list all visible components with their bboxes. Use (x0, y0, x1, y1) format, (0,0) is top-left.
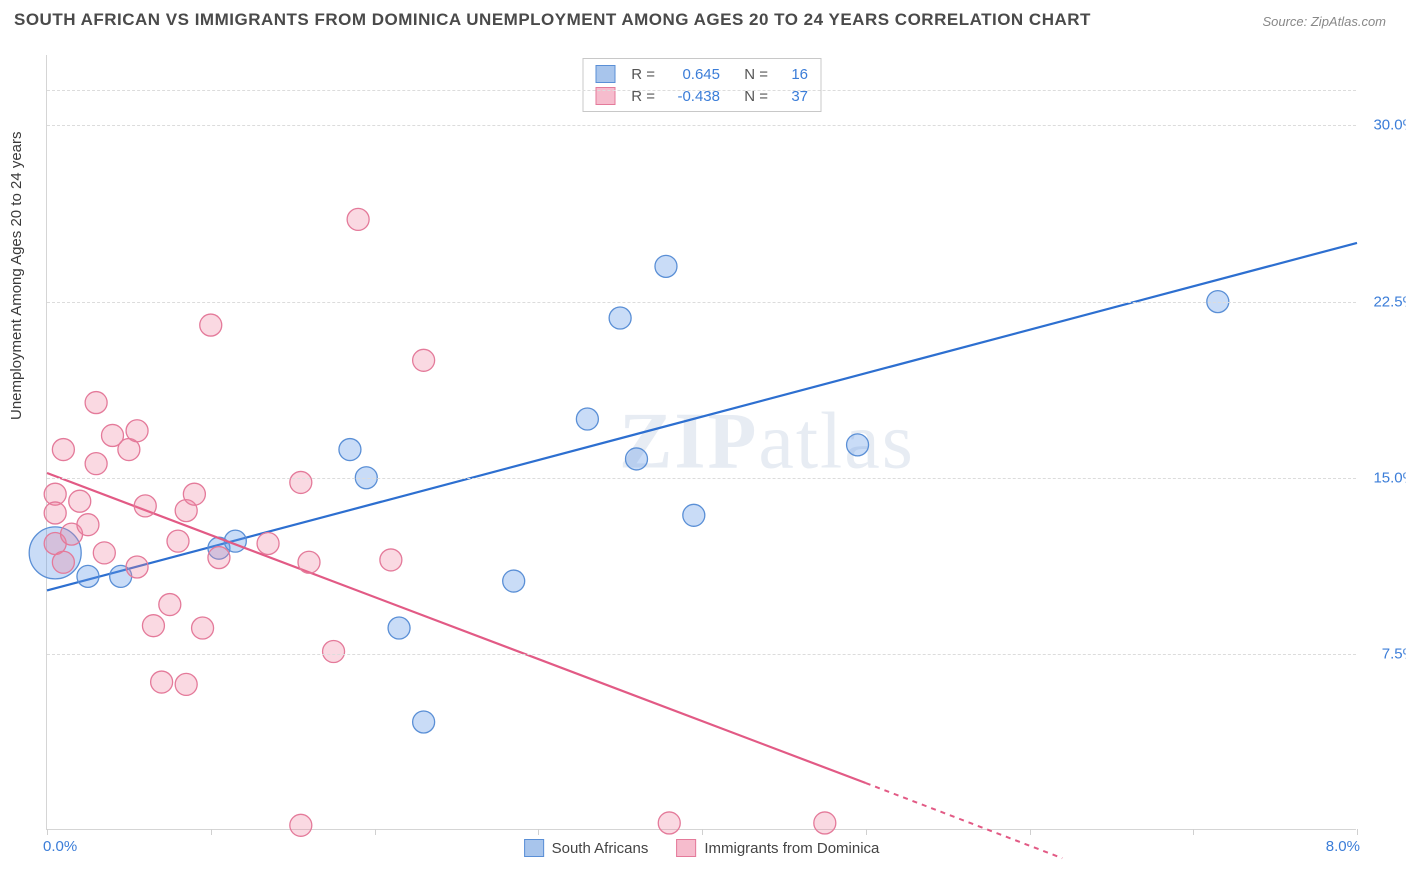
data-point (814, 812, 836, 834)
data-point (52, 439, 74, 461)
data-point (159, 594, 181, 616)
data-point (85, 453, 107, 475)
data-point (134, 495, 156, 517)
source-attribution: Source: ZipAtlas.com (1262, 14, 1386, 29)
data-point (290, 471, 312, 493)
data-point (77, 514, 99, 536)
series-legend: South Africans Immigrants from Dominica (524, 839, 880, 857)
legend-label-a: South Africans (552, 840, 649, 857)
x-tick-mark (1193, 829, 1194, 835)
data-point (609, 307, 631, 329)
data-point (847, 434, 869, 456)
data-point (503, 570, 525, 592)
x-tick-mark (538, 829, 539, 835)
grid-line-h (47, 478, 1356, 479)
data-point (175, 673, 197, 695)
trend-line (47, 473, 866, 783)
data-point (388, 617, 410, 639)
x-tick-mark (47, 829, 48, 835)
data-point (85, 392, 107, 414)
data-point (257, 532, 279, 554)
data-point (413, 711, 435, 733)
data-point (339, 439, 361, 461)
data-point (167, 530, 189, 552)
data-point (151, 671, 173, 693)
data-point (413, 349, 435, 371)
data-point (126, 556, 148, 578)
grid-line-h (47, 125, 1356, 126)
data-point (290, 814, 312, 836)
data-point (655, 255, 677, 277)
x-tick-mark (866, 829, 867, 835)
grid-line-h (47, 654, 1356, 655)
legend-item-a: South Africans (524, 839, 649, 857)
data-point (323, 641, 345, 663)
y-tick-label: 15.0% (1361, 469, 1406, 486)
x-tick-mark (211, 829, 212, 835)
y-tick-label: 22.5% (1361, 293, 1406, 310)
x-tick-mark (1030, 829, 1031, 835)
data-point (44, 502, 66, 524)
x-tick-mark (375, 829, 376, 835)
legend-item-b: Immigrants from Dominica (676, 839, 879, 857)
data-point (208, 547, 230, 569)
legend-swatch-a2 (524, 839, 544, 857)
data-point (576, 408, 598, 430)
data-point (380, 549, 402, 571)
legend-swatch-b2 (676, 839, 696, 857)
data-point (142, 615, 164, 637)
x-axis-max-label: 8.0% (1326, 838, 1360, 855)
chart-title: SOUTH AFRICAN VS IMMIGRANTS FROM DOMINIC… (14, 10, 1091, 30)
y-tick-label: 30.0% (1361, 117, 1406, 134)
legend-label-b: Immigrants from Dominica (704, 840, 879, 857)
data-point (52, 551, 74, 573)
x-tick-mark (1357, 829, 1358, 835)
trend-line-extrapolated (866, 783, 1063, 858)
data-point (683, 504, 705, 526)
data-point (183, 483, 205, 505)
data-point (347, 208, 369, 230)
data-point (200, 314, 222, 336)
data-point (658, 812, 680, 834)
scatter-svg (47, 55, 1356, 829)
x-tick-mark (702, 829, 703, 835)
data-point (93, 542, 115, 564)
data-point (69, 490, 91, 512)
y-tick-label: 7.5% (1361, 645, 1406, 662)
data-point (77, 565, 99, 587)
data-point (626, 448, 648, 470)
data-point (298, 551, 320, 573)
chart-plot-area: ZIPatlas R = 0.645 N = 16 R = -0.438 N =… (46, 55, 1356, 830)
grid-line-h (47, 302, 1356, 303)
y-axis-label: Unemployment Among Ages 20 to 24 years (8, 131, 25, 420)
data-point (192, 617, 214, 639)
data-point (126, 420, 148, 442)
grid-line-h (47, 90, 1356, 91)
x-axis-min-label: 0.0% (43, 838, 77, 855)
